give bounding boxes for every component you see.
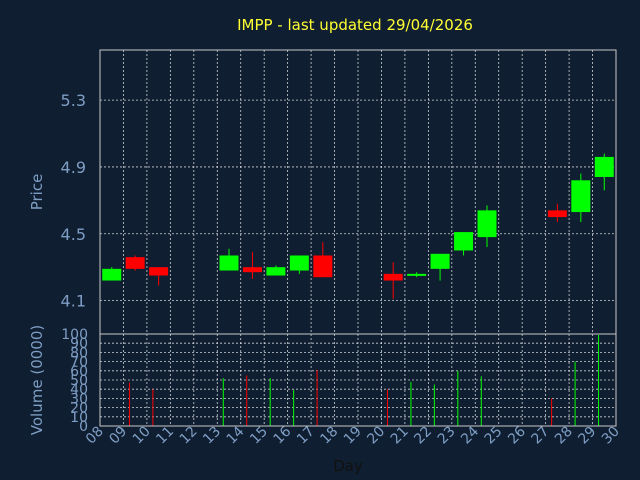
candle-body — [102, 268, 122, 281]
candle — [454, 232, 474, 256]
candle-body — [454, 232, 474, 251]
price-grid — [100, 50, 616, 334]
candle — [219, 248, 239, 271]
x-axis-label: Day — [333, 457, 363, 475]
candle — [430, 253, 450, 281]
candle — [571, 173, 591, 223]
candle-body — [594, 156, 614, 177]
candle-body — [407, 273, 427, 276]
price-axis-ticks: 4.1 4.5 4.9 5.3 — [61, 91, 86, 310]
candle-body — [313, 255, 333, 278]
candle — [289, 255, 309, 274]
candle-body — [383, 273, 403, 281]
chart-title: IMPP - last updated 29/04/2026 — [237, 16, 473, 34]
volume-tick-label: 100 — [61, 327, 88, 343]
x-axis-ticks: 08 09 10 11 12 13 14 15 16 17 18 19 20 21 22 23 24 25 26 27… — [83, 423, 623, 447]
candle — [477, 205, 497, 248]
price-tick-label: 5.3 — [61, 91, 86, 110]
volume-tick-label: 10 — [70, 410, 88, 426]
volume-grid — [100, 334, 616, 426]
volume-tick-label: 20 — [70, 401, 88, 417]
candle-body — [242, 267, 262, 273]
candle-body — [430, 253, 450, 269]
candle — [594, 153, 614, 191]
volume-tick-label: 90 — [70, 336, 88, 352]
candle-body — [289, 255, 309, 271]
candle-body — [571, 180, 591, 213]
candle-body — [547, 210, 567, 218]
volume-tick-label: 0 — [79, 419, 88, 435]
volume-tick-label: 70 — [70, 355, 88, 371]
price-tick-label: 4.5 — [61, 225, 86, 244]
candle — [266, 265, 286, 276]
candle-body — [125, 257, 145, 269]
price-tick-label: 4.1 — [61, 292, 86, 311]
candle-body — [219, 255, 239, 271]
volume-tick-label: 80 — [70, 345, 88, 361]
candle — [407, 272, 427, 278]
candle — [242, 252, 262, 279]
candle-body — [477, 210, 497, 238]
candle — [102, 267, 122, 281]
candle — [313, 242, 333, 278]
volume-axis-label: Volume (0000) — [28, 325, 46, 435]
volume-plot-frame — [99, 333, 617, 427]
candle-body — [266, 267, 286, 276]
candle — [547, 203, 567, 223]
candle — [383, 262, 403, 299]
price-tick-label: 4.9 — [61, 158, 86, 177]
price-axis-label: Price — [28, 174, 46, 211]
candle — [149, 267, 169, 286]
candle-body — [149, 267, 169, 276]
volume-tick-label: 40 — [70, 382, 88, 398]
volume-tick-label: 30 — [70, 391, 88, 407]
volume-tick-label: 50 — [70, 373, 88, 389]
candle — [125, 255, 145, 271]
volume-series — [128, 334, 600, 426]
volume-tick-label: 60 — [70, 364, 88, 380]
candlestick-series — [102, 153, 614, 299]
